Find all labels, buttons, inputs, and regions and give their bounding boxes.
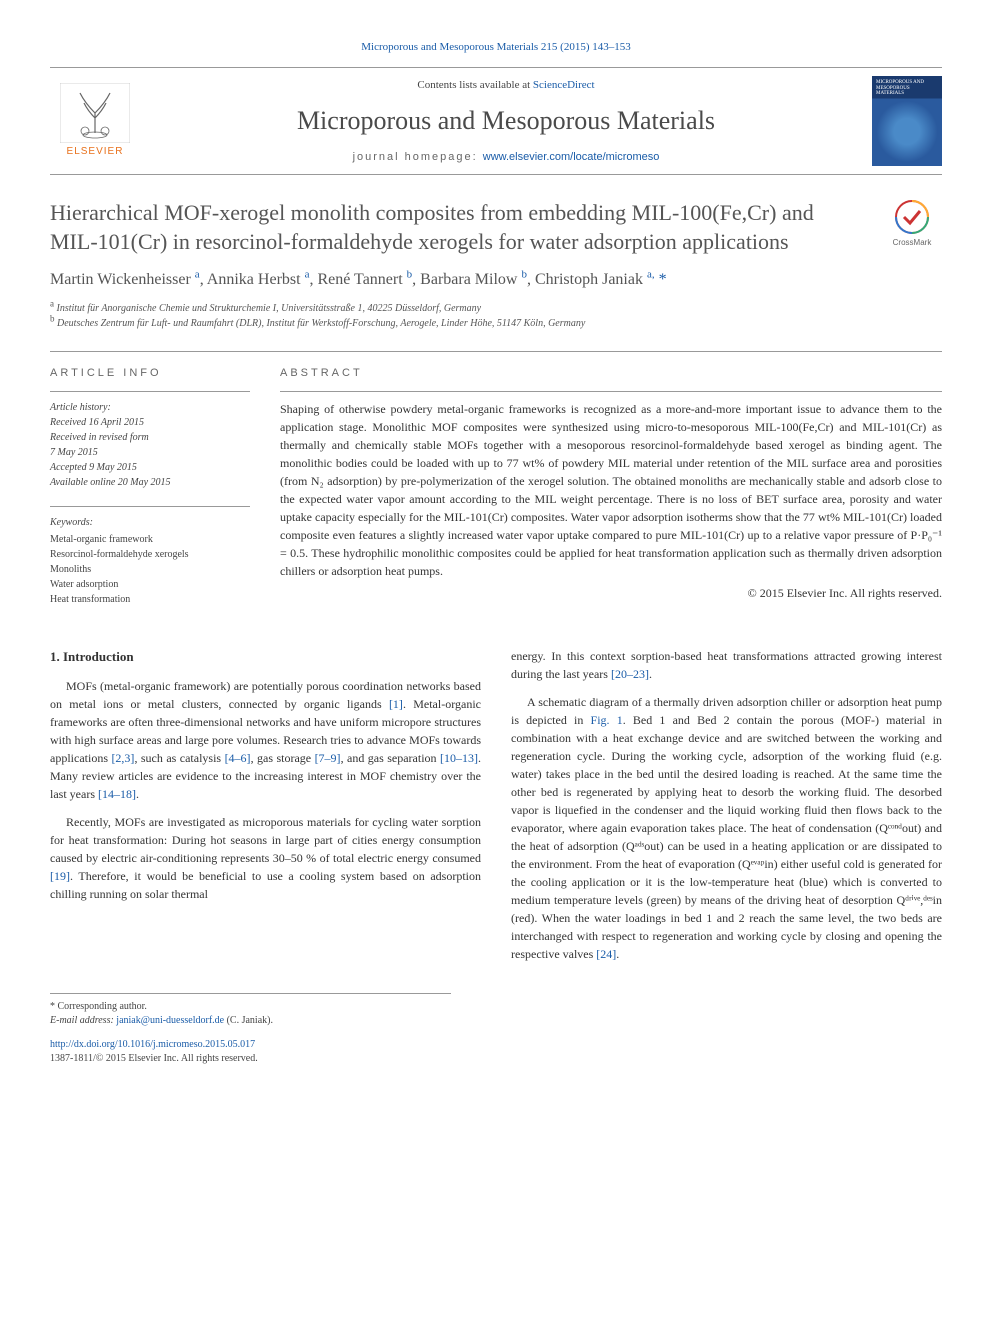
corresponding-note: * Corresponding author. xyxy=(50,1000,451,1014)
cover-image-icon xyxy=(876,101,938,163)
keywords-label: Keywords: xyxy=(50,515,250,530)
paragraph: Recently, MOFs are investigated as micro… xyxy=(50,813,481,903)
keyword: Monoliths xyxy=(50,562,250,577)
footnotes: * Corresponding author. E-mail address: … xyxy=(50,993,451,1028)
keyword: Water adsorption xyxy=(50,577,250,592)
email-label: E-mail address: xyxy=(50,1015,116,1026)
authors-line: Martin Wickenheisser a, Annika Herbst a,… xyxy=(50,269,942,291)
doi-line: http://dx.doi.org/10.1016/j.micromeso.20… xyxy=(50,1038,942,1052)
elsevier-tree-icon xyxy=(60,83,130,143)
right-column: energy. In this context sorption-based h… xyxy=(511,647,942,973)
contents-line: Contents lists available at ScienceDirec… xyxy=(156,78,856,93)
article-header: Hierarchical MOF-xerogel monolith compos… xyxy=(50,199,942,256)
affiliations: a Institut für Anorganische Chemie und S… xyxy=(50,301,942,331)
crossmark-label: CrossMark xyxy=(893,237,932,248)
crossmark-icon xyxy=(894,199,930,235)
article-info-col: ARTICLE INFO Article history: Received 1… xyxy=(50,366,250,607)
left-column: 1. Introduction MOFs (metal-organic fram… xyxy=(50,647,481,973)
intro-heading: 1. Introduction xyxy=(50,647,481,667)
history-label: Article history: xyxy=(50,400,250,415)
journal-header: ELSEVIER Contents lists available at Sci… xyxy=(50,67,942,175)
history-line: 7 May 2015 xyxy=(50,445,250,460)
article-history: Article history: Received 16 April 2015R… xyxy=(50,391,250,490)
elsevier-logo[interactable]: ELSEVIER xyxy=(50,76,140,166)
sciencedirect-link[interactable]: ScienceDirect xyxy=(533,79,595,91)
paragraph: MOFs (metal-organic framework) are poten… xyxy=(50,677,481,803)
keyword: Resorcinol-formaldehyde xerogels xyxy=(50,547,250,562)
issn-copyright: 1387-1811/© 2015 Elsevier Inc. All right… xyxy=(50,1052,942,1066)
abstract-head: ABSTRACT xyxy=(280,366,942,381)
abstract-copyright: © 2015 Elsevier Inc. All rights reserved… xyxy=(280,584,942,602)
crossmark-badge[interactable]: CrossMark xyxy=(882,199,942,248)
abstract-body: Shaping of otherwise powdery metal-organ… xyxy=(280,402,942,578)
homepage-line: journal homepage: www.elsevier.com/locat… xyxy=(156,150,856,165)
cover-label: MICROPOROUS AND MESOPOROUS MATERIALS xyxy=(876,80,938,97)
elsevier-brand-text: ELSEVIER xyxy=(67,145,124,159)
history-line: Received in revised form xyxy=(50,430,250,445)
contents-prefix: Contents lists available at xyxy=(417,79,532,91)
history-line: Accepted 9 May 2015 xyxy=(50,460,250,475)
history-line: Available online 20 May 2015 xyxy=(50,475,250,490)
abstract-text: Shaping of otherwise powdery metal-organ… xyxy=(280,391,942,602)
journal-cover-thumb[interactable]: MICROPOROUS AND MESOPOROUS MATERIALS xyxy=(872,76,942,166)
keyword: Metal-organic framework xyxy=(50,532,250,547)
history-line: Received 16 April 2015 xyxy=(50,415,250,430)
top-citation-link[interactable]: Microporous and Mesoporous Materials 215… xyxy=(361,41,630,53)
abstract-col: ABSTRACT Shaping of otherwise powdery me… xyxy=(280,366,942,607)
header-center: Contents lists available at ScienceDirec… xyxy=(156,78,856,165)
info-abstract-row: ARTICLE INFO Article history: Received 1… xyxy=(50,351,942,607)
doi-link[interactable]: http://dx.doi.org/10.1016/j.micromeso.20… xyxy=(50,1039,255,1050)
body-columns: 1. Introduction MOFs (metal-organic fram… xyxy=(50,647,942,973)
email-suffix: (C. Janiak). xyxy=(224,1015,273,1026)
article-info-head: ARTICLE INFO xyxy=(50,366,250,381)
top-citation: Microporous and Mesoporous Materials 215… xyxy=(50,40,942,55)
paragraph: energy. In this context sorption-based h… xyxy=(511,647,942,683)
email-link[interactable]: janiak@uni-duesseldorf.de xyxy=(116,1015,224,1026)
keyword: Heat transformation xyxy=(50,592,250,607)
article-title: Hierarchical MOF-xerogel monolith compos… xyxy=(50,199,862,256)
email-line: E-mail address: janiak@uni-duesseldorf.d… xyxy=(50,1014,451,1028)
homepage-prefix: journal homepage: xyxy=(353,151,483,163)
journal-name: Microporous and Mesoporous Materials xyxy=(156,103,856,139)
paragraph: A schematic diagram of a thermally drive… xyxy=(511,693,942,963)
homepage-link[interactable]: www.elsevier.com/locate/micromeso xyxy=(483,151,660,163)
keywords-block: Keywords: Metal-organic frameworkResorci… xyxy=(50,506,250,607)
